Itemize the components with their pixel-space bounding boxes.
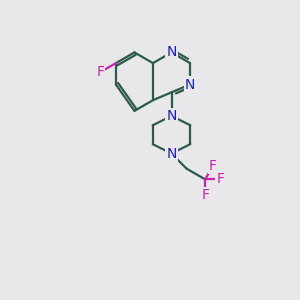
Text: N: N xyxy=(185,77,195,92)
Text: F: F xyxy=(96,65,104,79)
Text: F: F xyxy=(201,188,209,202)
Text: F: F xyxy=(209,159,217,173)
Text: N: N xyxy=(166,45,177,59)
Text: N: N xyxy=(166,109,177,123)
Text: F: F xyxy=(217,172,225,186)
Text: N: N xyxy=(166,146,177,161)
